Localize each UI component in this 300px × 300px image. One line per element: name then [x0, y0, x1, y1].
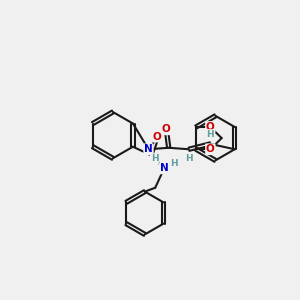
Text: N: N: [144, 144, 153, 154]
Text: O: O: [206, 122, 215, 132]
Text: O: O: [153, 132, 162, 142]
Text: H: H: [206, 130, 214, 139]
Text: O: O: [162, 124, 171, 134]
Text: H: H: [151, 154, 158, 163]
Text: H: H: [170, 159, 178, 168]
Text: H: H: [185, 154, 193, 163]
Text: O: O: [206, 144, 215, 154]
Text: N: N: [160, 164, 169, 173]
